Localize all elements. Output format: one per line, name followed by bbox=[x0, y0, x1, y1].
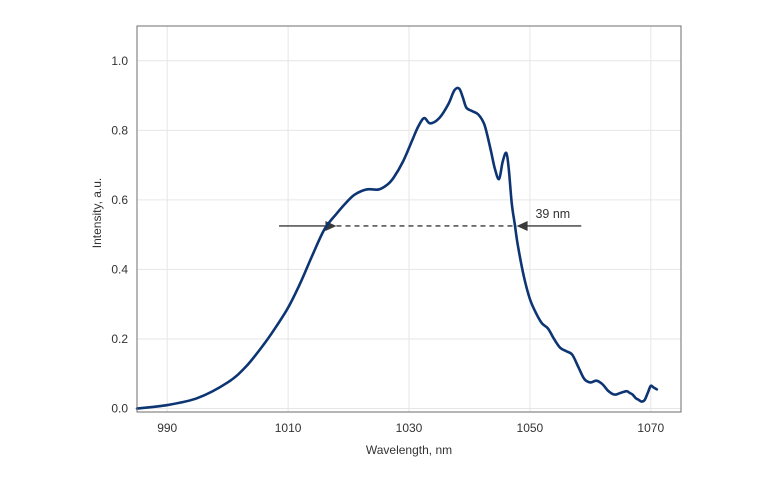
fwhm-annotation: 39 nm bbox=[279, 207, 582, 231]
grid bbox=[137, 26, 681, 412]
plot-frame bbox=[136, 25, 682, 413]
x-tick-label: 1070 bbox=[637, 421, 664, 435]
y-tick-label: 0.4 bbox=[111, 262, 128, 276]
y-tick-labels: 0.0 0.2 0.4 0.6 0.8 1.0 bbox=[111, 54, 128, 416]
y-axis-label: Intensity, a.u. bbox=[90, 178, 104, 248]
y-tick-label: 0.8 bbox=[111, 123, 128, 137]
x-axis-label: Wavelength, nm bbox=[366, 443, 452, 457]
x-tick-labels: 990 1010 1030 1050 1070 bbox=[157, 421, 664, 435]
intensity-series-line bbox=[135, 86, 659, 410]
x-tick-label: 1010 bbox=[275, 421, 302, 435]
y-tick-label: 0.2 bbox=[111, 332, 128, 346]
fwhm-label: 39 nm bbox=[535, 207, 570, 221]
y-tick-label: 0.6 bbox=[111, 193, 128, 207]
fwhm-right-arrowhead bbox=[516, 220, 528, 231]
x-tick-label: 990 bbox=[157, 421, 177, 435]
x-tick-label: 1030 bbox=[396, 421, 423, 435]
y-tick-label: 1.0 bbox=[111, 54, 128, 68]
x-tick-label: 1050 bbox=[517, 421, 544, 435]
y-tick-label: 0.0 bbox=[111, 402, 128, 416]
